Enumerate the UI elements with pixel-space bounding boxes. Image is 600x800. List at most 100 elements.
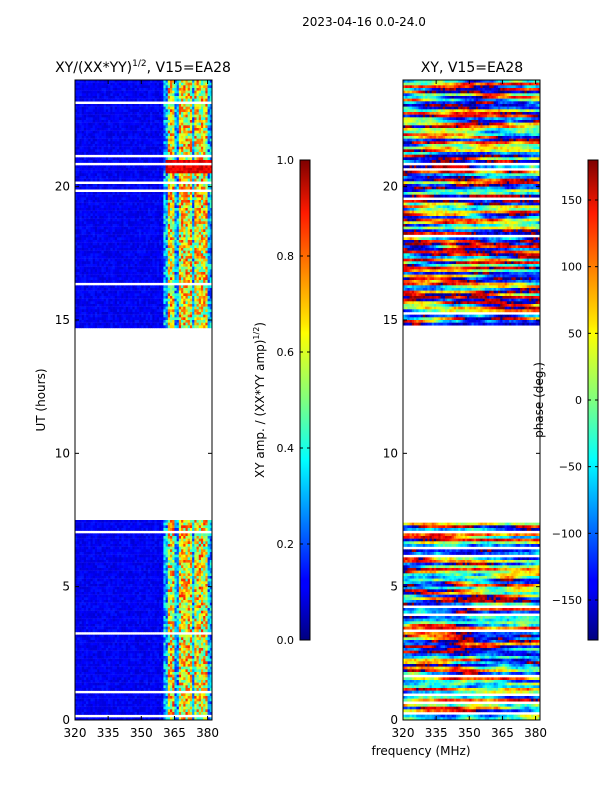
amp-heatmap-cell [92,170,96,174]
amp-heatmap-cell [154,234,158,238]
amp-heatmap-cell [145,224,149,227]
amp-heatmap-cell [172,274,175,278]
amp-heatmap-cell [83,112,87,115]
amp-heatmap-cell [112,277,116,281]
amp-heatmap-cell [83,261,87,265]
amp-heatmap-cell [187,194,191,198]
amp-heatmap-cell [143,170,147,174]
amp-heatmap-cell [154,277,158,281]
amp-heatmap-cell [194,202,197,206]
amp-heatmap-cell [99,216,102,219]
amp-heatmap-cell [139,306,142,310]
amp-heatmap-cell [147,112,151,115]
amp-heatmap-cell [200,146,204,150]
amp-heatmap-cell [116,309,120,313]
amp-heatmap-cell [145,106,149,110]
amp-heatmap-cell [150,160,153,163]
amp-heatmap-cell [75,293,78,297]
amp-heatmap-cell [110,226,113,230]
amp-heatmap-cell [209,269,213,273]
amp-heatmap-cell [203,141,206,145]
amp-heatmap-cell [125,138,129,142]
amp-heatmap-cell [103,117,107,121]
amp-heatmap-cell [86,202,89,206]
amp-heatmap-cell [170,290,173,294]
amp-heatmap-cell [207,122,211,126]
amp-heatmap-cell [145,117,149,121]
amp-heatmap-cell [158,90,162,94]
amp-heatmap-cell [105,293,109,297]
amp-heatmap-cell [136,213,140,217]
amp-heatmap-cell [181,98,184,102]
amp-heatmap-cell [83,232,87,235]
amp-heatmap-cell [119,216,122,219]
amp-heatmap-cell [132,98,135,102]
amp-heatmap-cell [83,85,87,89]
amp-heatmap-cell [147,184,151,187]
amp-heatmap-cell [156,298,160,302]
amp-heatmap-cell [203,168,206,171]
amp-heatmap-cell [112,93,116,97]
amp-heatmap-cell [128,245,131,249]
amp-heatmap-cell [207,258,211,262]
amp-heatmap-cell [75,173,78,177]
amp-heatmap-cell [172,157,175,161]
amp-heatmap-cell [170,133,173,137]
amp-heatmap-cell [172,160,175,163]
amp-heatmap-cell [103,133,107,137]
amp-heatmap-cell [194,240,197,243]
amp-heatmap-cell [185,149,188,153]
amp-heatmap-cell [194,173,197,177]
amp-heatmap-cell [172,98,175,102]
amp-heatmap-cell [97,216,100,219]
amp-heatmap-cell [90,165,93,169]
amp-heatmap-cell [161,248,164,251]
amp-heatmap-cell [150,245,153,249]
amp-heatmap-cell [167,280,171,283]
amp-heatmap-cell [83,218,87,222]
amp-heatmap-cell [152,274,155,278]
amp-heatmap-cell [154,93,158,97]
amp-heatmap-cell [154,106,158,110]
amp-heatmap-cell [185,170,188,174]
amp-heatmap-cell [152,165,155,169]
amp-heatmap-cell [121,216,124,219]
amp-heatmap-cell [172,136,175,139]
amp-heatmap-cell [158,157,162,161]
amp-heatmap-cell [145,186,149,190]
amp-heatmap-cell [90,248,93,251]
amp-heatmap-cell [121,226,124,230]
amp-heatmap-cell [83,136,87,139]
amp-heatmap-cell [121,93,124,97]
amp-heatmap-cell [141,157,144,161]
amp-heatmap-cell [150,136,153,139]
amp-heatmap-cell [81,258,85,262]
amp-heatmap-cell [176,240,180,243]
amp-heatmap-cell [172,226,175,230]
amp-heatmap-cell [198,266,202,270]
amp-heatmap-cell [121,192,124,195]
amp-heatmap-cell [130,261,133,265]
amp-heatmap-cell [90,205,93,209]
amp-heatmap-cell [178,280,182,283]
amp-heatmap-cell [200,232,204,235]
amp-heatmap-cell [176,106,180,110]
amp-heatmap-cell [167,269,171,273]
amp-heatmap-cell [183,114,186,118]
amp-heatmap-cell [200,200,204,203]
amp-heatmap-cell [79,128,82,131]
amp-heatmap-cell [200,304,204,307]
amp-heatmap-cell [103,186,107,190]
panel-amplitude: XY/(XX*YY)1/2, V15=EA28 320 335 350 365 3800… [34,59,231,740]
amp-heatmap-cell [103,178,107,182]
amp-heatmap-cell [81,82,85,86]
amp-heatmap-cell [105,82,109,86]
amp-heatmap-cell [103,168,107,171]
amp-heatmap-cell [152,298,155,302]
amp-heatmap-cell [145,202,149,206]
amp-heatmap-cell [181,202,184,206]
amp-heatmap-cell [158,160,162,163]
amp-heatmap-cell [81,98,85,102]
amp-heatmap-cell [92,192,96,195]
amp-heatmap-cell [147,144,151,147]
